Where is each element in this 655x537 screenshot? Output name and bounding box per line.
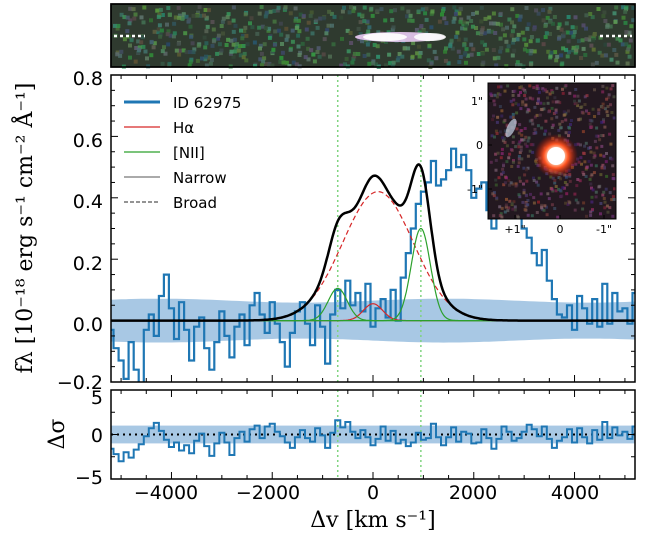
inset-ytick-label: -1" <box>467 183 483 196</box>
legend-label-narrow: Narrow <box>173 169 227 187</box>
xtick-label: −2000 <box>236 482 300 504</box>
xtick-label: 2000 <box>449 482 497 504</box>
residual-series-step <box>111 419 635 463</box>
inset-image: 1" 0 -1" +1" 0 -1" <box>467 82 617 236</box>
ytick-label: 0.2 <box>73 253 103 275</box>
residual-ytick-label: 0 <box>91 425 103 447</box>
y-axis-label: fλ [10⁻¹⁸ erg s⁻¹ cm⁻² Å⁻¹] <box>10 83 38 374</box>
legend-label-data: ID 62975 <box>173 94 241 112</box>
ytick-label: 0.6 <box>73 130 103 152</box>
inset-ytick-label: 1" <box>471 95 483 108</box>
residual-plot: 5 0 −5 Δσ −4000 −2000 0 2000 4000 Δv [km… <box>45 387 636 533</box>
legend: ID 62975 Hα [NII] Narrow Broad <box>124 94 241 212</box>
legend-label-broad: Broad <box>173 194 217 212</box>
inset-xtick-label: +1" <box>504 223 525 236</box>
residual-band <box>111 425 635 444</box>
xtick-label: 4000 <box>551 482 599 504</box>
halpha-broad-curve <box>111 191 635 322</box>
spectrum-2d-image <box>110 3 636 69</box>
total-fit-curve <box>111 163 635 322</box>
residual-ytick-label: 5 <box>91 387 103 409</box>
ytick-label: −0.2 <box>57 372 103 394</box>
ytick-label: 0.0 <box>73 314 103 336</box>
ytick-label: 0.8 <box>73 68 103 90</box>
inset-ytick-label: 0 <box>476 139 483 152</box>
legend-label-halpha: Hα <box>173 119 194 137</box>
inset-xtick-label: 0 <box>557 223 564 236</box>
xtick-label: −4000 <box>134 482 198 504</box>
legend-label-nii: [NII] <box>173 144 205 162</box>
x-axis-label: Δv [km s⁻¹] <box>310 508 435 533</box>
ytick-label: 0.4 <box>73 191 103 213</box>
spectrum-plot: −0.2 0.0 0.2 0.4 0.6 0.8 fλ [10⁻¹⁸ erg s… <box>10 68 636 394</box>
residual-y-axis-label: Δσ <box>45 419 70 450</box>
xtick-label: 0 <box>367 482 379 504</box>
residual-ytick-label: −5 <box>75 467 103 489</box>
inset-xtick-label: -1" <box>596 223 612 236</box>
